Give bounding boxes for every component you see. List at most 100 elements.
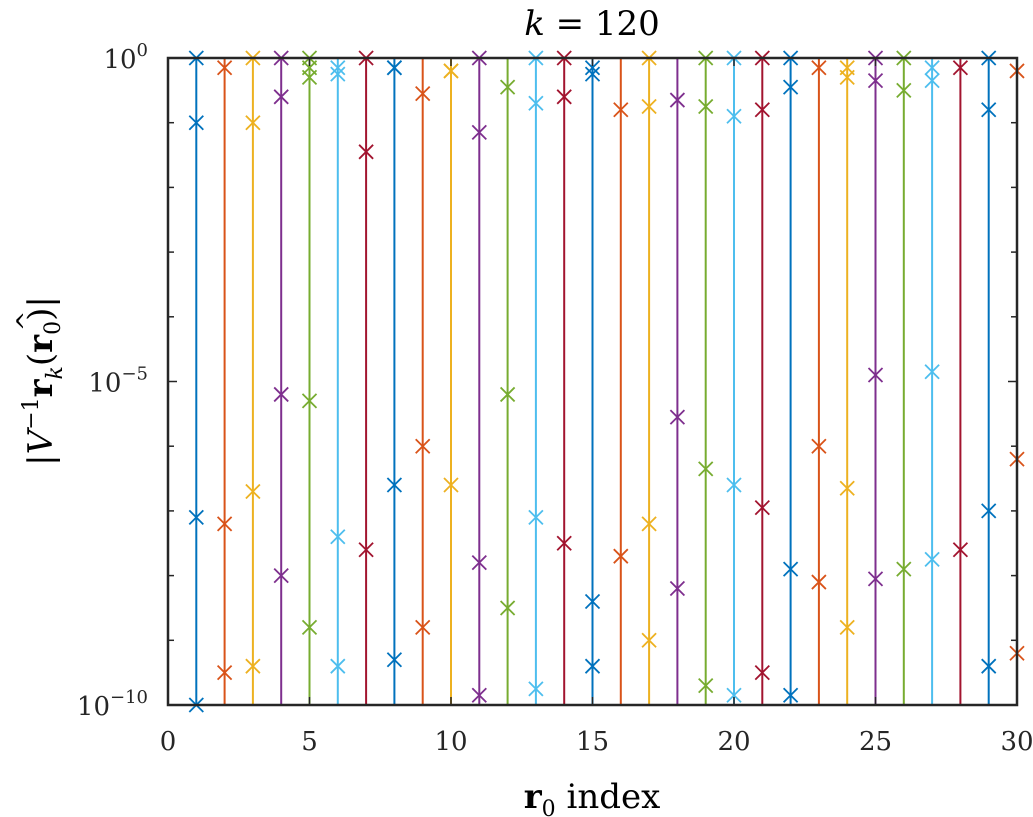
data-point-28-1 [952, 542, 969, 558]
data-point-21-2 [754, 500, 770, 516]
data-point-2-0 [216, 60, 233, 76]
data-point-15-1 [584, 66, 601, 82]
data-point-20-3 [726, 687, 742, 703]
data-point-29-3 [981, 658, 997, 674]
data-point-21-3 [754, 665, 770, 681]
data-point-25-3 [867, 571, 884, 587]
data-point-18-1 [669, 409, 686, 425]
x-tick-label: 5 [301, 727, 318, 757]
data-point-12-0 [499, 79, 516, 95]
data-point-3-1 [245, 115, 261, 131]
tick-labels: 0 5 10 15 20 25 30 10−10 10−5 100 [77, 40, 1033, 757]
data-point-27-3 [924, 551, 940, 568]
x-tick-label: 10 [434, 727, 467, 757]
data-point-14-2 [556, 535, 572, 551]
data-point-7-2 [358, 542, 374, 558]
data-markers [188, 50, 1025, 713]
data-point-17-3 [641, 632, 657, 648]
data-point-9-2 [415, 619, 431, 635]
data-point-27-2 [924, 364, 940, 380]
data-point-3-2 [245, 483, 261, 500]
data-point-6-3 [330, 658, 346, 674]
data-point-2-1 [216, 516, 233, 532]
data-point-25-1 [867, 73, 884, 89]
data-point-7-1 [358, 144, 374, 160]
axis-ticks [167, 57, 1018, 706]
chart-title: k = 120 [524, 4, 660, 44]
data-point-24-2 [839, 480, 855, 496]
y-tick-label: 10−10 [77, 687, 148, 722]
data-point-26-1 [896, 82, 912, 98]
data-point-4-2 [273, 386, 289, 403]
data-point-9-1 [415, 438, 431, 454]
data-point-1-2 [188, 509, 204, 526]
data-point-28-0 [952, 60, 969, 76]
data-point-21-1 [754, 102, 770, 118]
data-point-27-1 [924, 73, 940, 89]
y-axis-label: |V−1rk(r0)| [19, 296, 68, 466]
data-point-20-2 [726, 477, 742, 493]
data-point-13-3 [528, 681, 544, 697]
data-point-15-2 [584, 593, 601, 610]
data-point-13-1 [528, 95, 544, 111]
y-tick-label: 100 [103, 40, 148, 75]
data-point-19-3 [698, 677, 714, 694]
stem-lines [195, 58, 1018, 705]
data-point-8-3 [386, 652, 403, 668]
data-point-11-1 [471, 124, 487, 141]
data-point-29-2 [981, 503, 997, 519]
data-point-16-0 [613, 102, 629, 118]
data-point-23-2 [811, 574, 827, 590]
x-axis-label: r0 index [524, 777, 661, 817]
data-point-23-1 [811, 438, 827, 454]
data-point-19-2 [698, 461, 714, 477]
data-point-14-1 [556, 89, 572, 105]
data-point-8-1 [386, 60, 403, 76]
data-point-11-3 [471, 687, 487, 703]
y-label-hat: ^ [12, 311, 40, 331]
data-point-18-2 [669, 580, 686, 597]
data-point-3-3 [245, 658, 261, 674]
data-point-8-2 [386, 477, 403, 493]
data-point-19-1 [698, 98, 714, 115]
data-point-15-3 [584, 658, 601, 674]
data-point-27-0 [924, 60, 940, 76]
data-point-2-2 [216, 665, 233, 681]
data-point-24-1 [839, 69, 855, 86]
data-point-24-3 [839, 619, 855, 635]
data-point-6-2 [330, 529, 346, 545]
data-point-6-0 [330, 60, 346, 76]
data-point-13-2 [528, 509, 544, 526]
data-point-9-0 [415, 85, 431, 102]
data-point-1-1 [188, 115, 204, 131]
x-tick-label: 25 [859, 727, 892, 757]
data-point-22-1 [782, 79, 799, 95]
data-point-12-1 [499, 386, 516, 403]
data-point-25-2 [867, 367, 884, 383]
data-point-11-2 [471, 555, 487, 571]
data-point-5-4 [301, 619, 318, 635]
data-point-23-0 [811, 60, 827, 76]
y-tick-label: 10−5 [88, 364, 148, 399]
x-tick-label: 0 [160, 727, 177, 757]
data-point-17-1 [641, 98, 657, 115]
data-point-26-2 [896, 561, 912, 577]
x-tick-label: 15 [576, 727, 609, 757]
data-point-20-1 [726, 108, 742, 124]
data-point-16-1 [613, 548, 629, 564]
data-point-10-1 [443, 63, 459, 79]
data-point-12-2 [499, 600, 516, 616]
data-point-29-1 [981, 102, 997, 118]
data-point-17-2 [641, 516, 657, 532]
x-tick-label: 20 [717, 727, 750, 757]
data-point-22-3 [782, 687, 799, 703]
data-point-4-3 [273, 567, 289, 584]
data-point-6-1 [330, 66, 346, 82]
data-point-22-2 [782, 561, 799, 577]
data-point-5-3 [301, 393, 318, 409]
data-point-15-0 [584, 60, 601, 76]
data-point-5-2 [301, 69, 318, 86]
data-point-18-0 [669, 92, 686, 108]
x-tick-label: 30 [1000, 727, 1033, 757]
